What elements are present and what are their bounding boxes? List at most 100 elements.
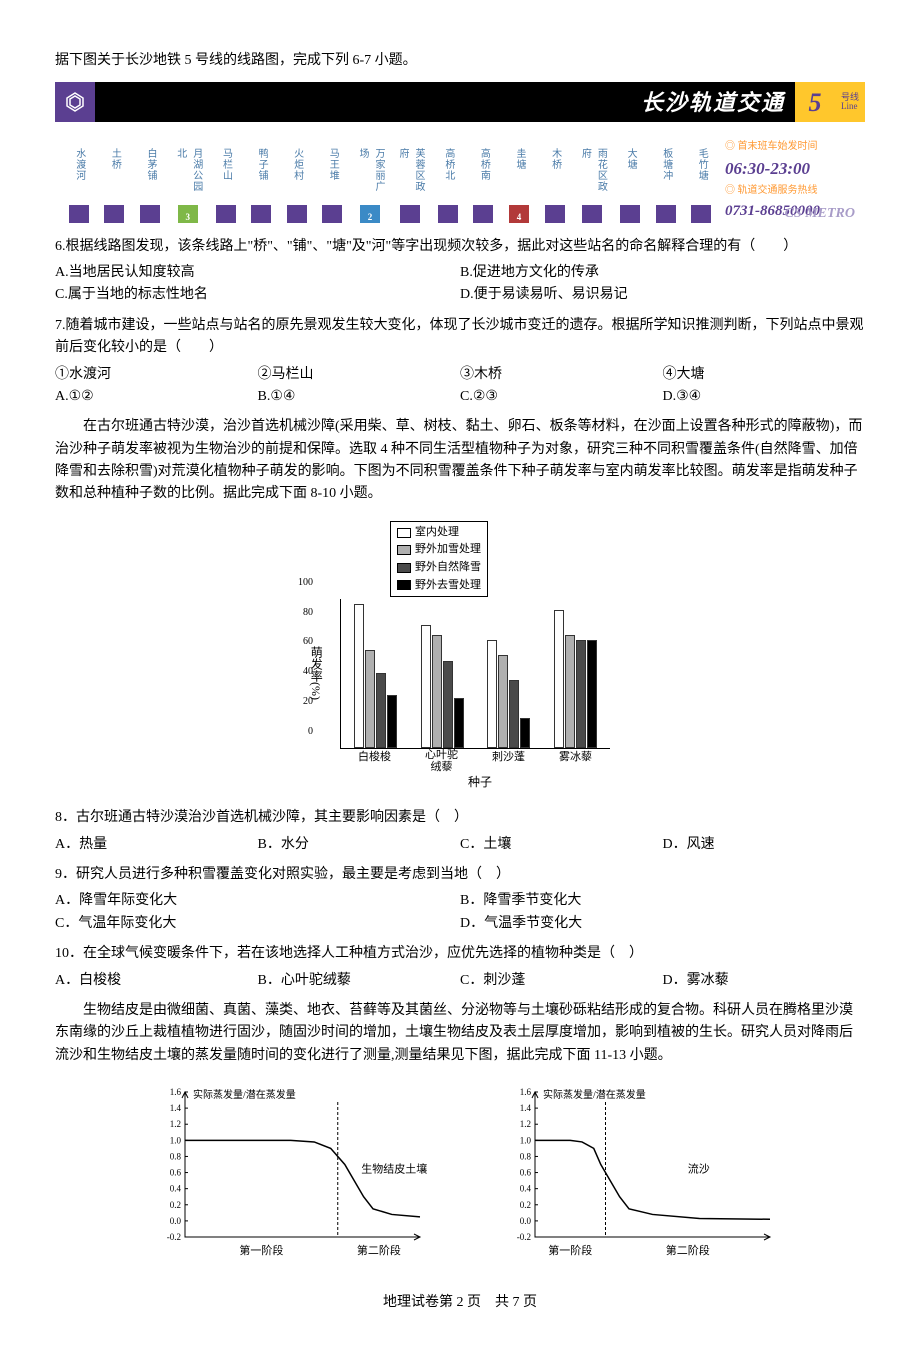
station-marker [216,205,236,223]
station: 大塘 [616,148,644,223]
metro-line-number: 5 [795,82,835,122]
station-marker [104,205,124,223]
svg-text:第一阶段: 第一阶段 [548,1243,592,1257]
svg-text:1.6: 1.6 [520,1087,532,1097]
bar [443,661,453,748]
svg-text:0.6: 0.6 [170,1168,182,1178]
station-marker [69,205,89,223]
line-chart-left-svg: -0.20.00.20.40.60.81.01.21.41.6实际蒸发量/潜在蒸… [140,1082,430,1262]
q9-opt-d: D．气温季节变化大 [460,913,865,935]
q10-opt-c: C．刺沙蓬 [460,970,663,992]
q9-opt-b: B．降雪季节变化大 [460,890,865,912]
service-time-label: ◎ 首末班车始发时间 [725,139,855,155]
metro-brand: CS METRO [785,203,855,225]
bar [432,635,442,748]
station: 板塘冲 [652,148,680,223]
q6-opt-d: D.便于易读易听、易识易记 [460,284,865,306]
station: 马王堆 [318,148,346,223]
bar [376,673,386,748]
station-name: 高桥北 [440,148,456,198]
station: 高桥南 [470,148,498,223]
question-6: 6.根据线路图发现，该条线路上"桥"、"铺"、"塘"及"河"等字出现频次较多，据… [55,236,865,307]
svg-text:第二阶段: 第二阶段 [357,1243,401,1257]
bar [387,695,397,748]
svg-text:1.2: 1.2 [170,1119,181,1129]
q9-text: 9．研究人员进行多种积雪覆盖变化对照实验，最主要是考虑到当地（ ） [55,864,865,886]
question-10: 10．在全球气候变暖条件下，若在该地选择人工种植方式治沙，应优先选择的植物种类是… [55,943,865,992]
bar-chart-legend: 室内处理野外加雪处理野外自然降雪野外去雪处理 [390,521,488,597]
x-axis-labels: 白梭梭心叶驼绒藜刺沙蓬雾冰藜 [340,749,610,773]
stations-row: 水渡河土桥白茅铺月湖公园北3马栏山鸭子铺火炬村马王堆万家丽广场2芙蓉区政府高桥北… [65,148,715,223]
q6-opt-b: B.促进地方文化的传承 [460,262,865,284]
station-name: 火炬村 [289,148,305,198]
metro-line-label: 号线 Line [835,82,865,122]
bar [587,640,597,748]
station-name: 白茅铺 [142,148,158,198]
x-label: 刺沙蓬 [482,749,535,773]
q7-opt-c: C.②③ [460,386,663,408]
intro-text: 据下图关于长沙地铁 5 号线的线路图，完成下列 6-7 小题。 [55,50,865,72]
svg-text:-0.2: -0.2 [517,1232,531,1242]
svg-text:1.0: 1.0 [170,1135,182,1145]
svg-text:流沙: 流沙 [688,1162,710,1176]
svg-text:0.6: 0.6 [520,1168,532,1178]
q7-text: 7.随着城市建设，一些站点与站名的原先景观发生较大变化，体现了长沙城市变迁的遗存… [55,315,865,360]
q6-opt-c: C.属于当地的标志性地名 [55,284,460,306]
station-name: 大塘 [622,148,638,198]
q8-options: A．热量 B．水分 C．土壤 D．风速 [55,834,865,856]
bar-group [349,604,402,748]
q8-opt-d: D．风速 [663,834,866,856]
q7-options: A.①② B.①④ C.②③ D.③④ [55,386,865,408]
metro-title-text: 长沙轨道交通 [641,85,795,120]
station: 火炬村 [283,148,311,223]
svg-text:1.4: 1.4 [170,1103,182,1113]
bar [487,640,497,748]
question-7: 7.随着城市建设，一些站点与站名的原先景观发生较大变化，体现了长沙城市变迁的遗存… [55,315,865,409]
q7-opt-a: A.①② [55,386,258,408]
station: 鸭子铺 [247,148,275,223]
metro-map: 水渡河土桥白茅铺月湖公园北3马栏山鸭子铺火炬村马王堆万家丽广场2芙蓉区政府高桥北… [55,124,865,227]
legend-item: 野外去雪处理 [397,577,481,595]
q9-opt-c: C．气温年际变化大 [55,913,460,935]
station-name: 芙蓉区政府 [394,148,426,198]
metro-banner: 长沙轨道交通 5 号线 Line [55,82,865,122]
question-9: 9．研究人员进行多种积雪覆盖变化对照实验，最主要是考虑到当地（ ） A．降雪年际… [55,864,865,935]
bar [509,680,519,748]
station-marker [473,205,493,223]
q9-options-row2: C．气温年际变化大 D．气温季节变化大 [55,913,865,935]
q7-item-3: ③木桥 [460,364,663,386]
page-footer: 地理试卷第 2 页 共 7 页 [55,1292,865,1314]
bar [365,650,375,748]
bar-group [483,640,536,748]
bar-chart-container: 室内处理野外加雪处理野外自然降雪野外去雪处理 萌发率(%) 0204060801… [55,521,865,792]
station-marker [691,205,711,223]
phone-label: ◎ 轨道交通服务热线 [725,183,855,199]
x-label: 白梭梭 [348,749,401,773]
station-marker [438,205,458,223]
station: 白茅铺 [136,148,164,223]
station-name: 鸭子铺 [253,148,269,198]
bar-group [549,610,602,748]
station-marker [620,205,640,223]
svg-text:1.6: 1.6 [170,1087,182,1097]
bar [576,640,586,748]
q7-items: ①水渡河 ②马栏山 ③木桥 ④大塘 [55,364,865,386]
q7-opt-b: B.①④ [258,386,461,408]
bar [554,610,564,748]
q8-opt-c: C．土壤 [460,834,663,856]
line-chart-right-svg: -0.20.00.20.40.60.81.01.21.41.6实际蒸发量/潜在蒸… [490,1082,780,1262]
q6-text: 6.根据线路图发现，该条线路上"桥"、"铺"、"塘"及"河"等字出现频次较多，据… [55,236,865,258]
station-name: 马栏山 [218,148,234,198]
svg-text:生物结皮土壤: 生物结皮土壤 [361,1162,427,1176]
svg-text:实际蒸发量/潜在蒸发量: 实际蒸发量/潜在蒸发量 [193,1088,296,1101]
svg-text:实际蒸发量/潜在蒸发量: 实际蒸发量/潜在蒸发量 [543,1088,646,1101]
q10-text: 10．在全球气候变暖条件下，若在该地选择人工种植方式治沙，应优先选择的植物种类是… [55,943,865,965]
station-name: 板塘冲 [658,148,674,198]
station: 马栏山 [212,148,240,223]
station-marker [582,205,602,223]
legend-item: 野外加雪处理 [397,541,481,559]
q9-options-row1: A．降雪年际变化大 B．降雪季节变化大 [55,890,865,912]
legend-item: 室内处理 [397,524,481,542]
station: 圭塘4 [505,148,533,223]
station-name: 水渡河 [71,148,87,198]
